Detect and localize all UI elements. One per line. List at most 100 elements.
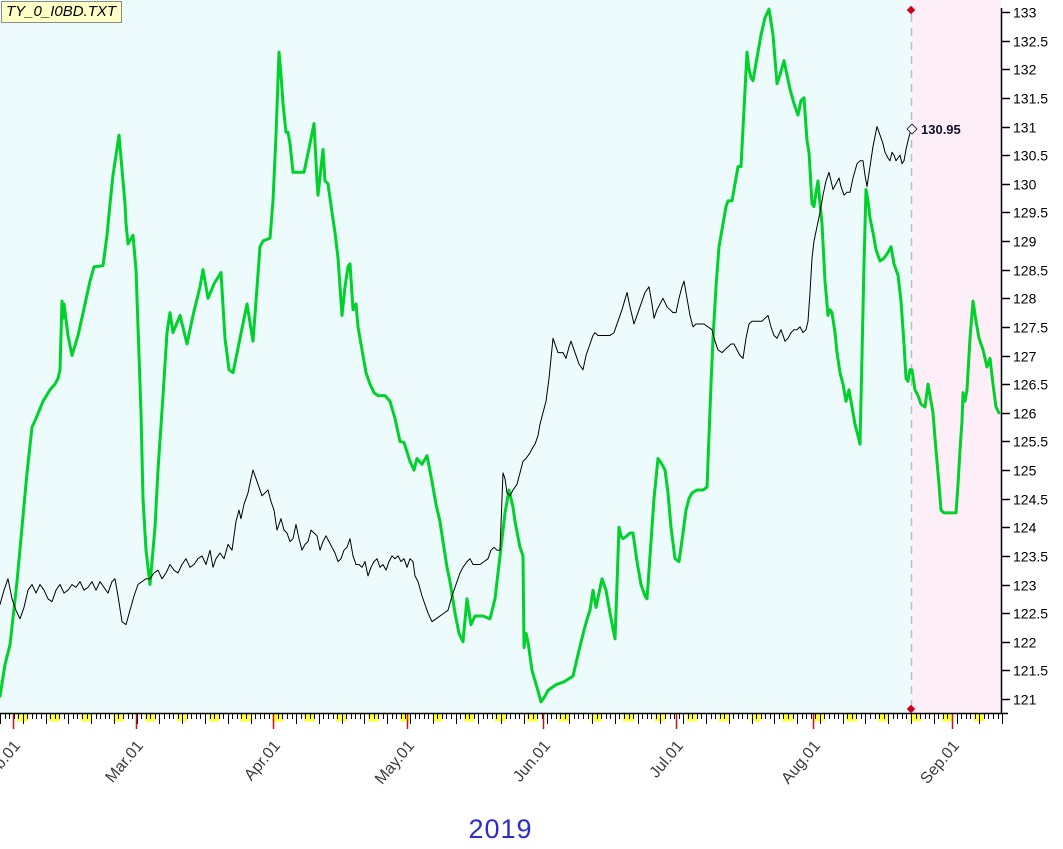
weekend-mark (464, 713, 471, 722)
weekend-mark (277, 713, 284, 722)
weekend-mark (436, 713, 443, 722)
weekend-mark (723, 713, 730, 722)
weekend-mark (54, 713, 61, 722)
weekend-mark (17, 713, 24, 722)
y-tick-label: 124.5 (1013, 492, 1048, 508)
weekend-mark (942, 713, 949, 722)
y-tick-label: 126 (1013, 406, 1037, 422)
last-price-value: 130.95 (921, 121, 961, 137)
y-tick-label: 123.5 (1013, 549, 1048, 565)
month-label: Aug.01 (778, 738, 824, 788)
weekend-mark (559, 713, 566, 722)
x-axis-ticks (0, 713, 1003, 724)
weekend-mark (883, 713, 890, 722)
y-tick-label: 123 (1013, 578, 1037, 594)
weekend-mark (22, 713, 29, 722)
weekend-mark (655, 713, 662, 722)
weekend-mark (691, 713, 698, 722)
weekend-mark (851, 713, 858, 722)
weekend-mark (495, 713, 502, 722)
weekend-mark (915, 713, 922, 722)
weekend-mark (213, 713, 220, 722)
weekend-mark (974, 713, 981, 722)
weekend-mark (113, 713, 120, 722)
y-tick-label: 124 (1013, 520, 1037, 536)
y-tick-label: 130 (1013, 177, 1037, 193)
weekend-mark (309, 713, 316, 722)
weekend-mark (209, 713, 216, 722)
y-tick-label: 127 (1013, 349, 1037, 365)
month-label: Feb.01 (0, 738, 24, 787)
y-tick-label: 132 (1013, 62, 1037, 78)
y-tick-label: 131.5 (1013, 91, 1048, 107)
y-tick-label: 121.5 (1013, 663, 1048, 679)
month-axis: Feb.01 Mar.01 Apr.01 May.01 Jun.01 Jul.01 Aug.… (0, 713, 963, 788)
forecast-region (912, 0, 1001, 713)
weekend-mark (755, 713, 762, 722)
y-tick-label: 131 (1013, 120, 1037, 136)
weekend-mark (751, 713, 758, 722)
weekend-mark (432, 713, 439, 722)
y-axis-ticks: 121 121.5 122 122.5 123 123.5 124 124.5 125 125.5… (1001, 5, 1048, 708)
y-tick-label: 122 (1013, 635, 1037, 651)
y-tick-label: 133 (1013, 5, 1037, 21)
weekend-mark (814, 713, 821, 722)
weekend-mark (245, 713, 252, 722)
y-tick-label: 129.5 (1013, 205, 1048, 221)
last-price-diamond-icon (906, 123, 918, 135)
weekend-mark (240, 713, 247, 722)
weekend-mark (659, 713, 666, 722)
weekend-mark (782, 713, 789, 722)
y-tick-label: 125.5 (1013, 434, 1048, 450)
weekend-mark (787, 713, 794, 722)
weekend-mark (591, 713, 598, 722)
weekend-mark (687, 713, 694, 722)
series-price (0, 126, 912, 626)
weekend-mark (500, 713, 507, 722)
weekend-mark (341, 713, 348, 722)
y-tick-label: 127.5 (1013, 320, 1048, 336)
weekend-mark (978, 713, 985, 722)
weekend-mark (527, 713, 534, 722)
weekend-mark (628, 713, 635, 722)
y-tick-label: 132.5 (1013, 34, 1048, 50)
weekend-mark (946, 713, 953, 722)
y-tick-label: 126.5 (1013, 377, 1048, 393)
weekend-mark (177, 713, 184, 722)
weekend-mark (400, 713, 407, 722)
symbol-label[interactable]: TY_0_I0BD.TXT (1, 1, 123, 23)
weekend-mark (532, 713, 539, 722)
y-tick-label: 130.5 (1013, 148, 1048, 164)
weekend-mark (304, 713, 311, 722)
weekend-mark (368, 713, 375, 722)
month-label: Jul.01 (647, 738, 688, 782)
weekend-mark (336, 713, 343, 722)
month-label: Sep.01 (917, 738, 963, 788)
y-tick-label: 128.5 (1013, 263, 1048, 279)
y-tick-label: 121 (1013, 692, 1037, 708)
weekend-mark (181, 713, 188, 722)
weekend-mark (86, 713, 93, 722)
y-tick-label: 129 (1013, 234, 1037, 250)
weekend-mark (373, 713, 380, 722)
month-label: Mar.01 (103, 738, 148, 786)
weekend-mark (596, 713, 603, 722)
month-label: Jun.01 (510, 738, 554, 786)
weekend-mark (878, 713, 885, 722)
weekend-mark (81, 713, 88, 722)
year-label: 2019 (468, 814, 533, 844)
weekend-mark (117, 713, 124, 722)
y-tick-label: 128 (1013, 291, 1037, 307)
series-indicator (0, 7, 1001, 704)
y-tick-label: 122.5 (1013, 606, 1048, 622)
month-label: Apr.01 (241, 738, 284, 784)
plot-background (0, 0, 1001, 713)
weekend-mark (145, 713, 152, 722)
weekend-mark (846, 713, 853, 722)
weekend-mark (719, 713, 726, 722)
y-tick-label: 125 (1013, 463, 1037, 479)
weekend-mark (819, 713, 826, 722)
weekend-mark (623, 713, 630, 722)
